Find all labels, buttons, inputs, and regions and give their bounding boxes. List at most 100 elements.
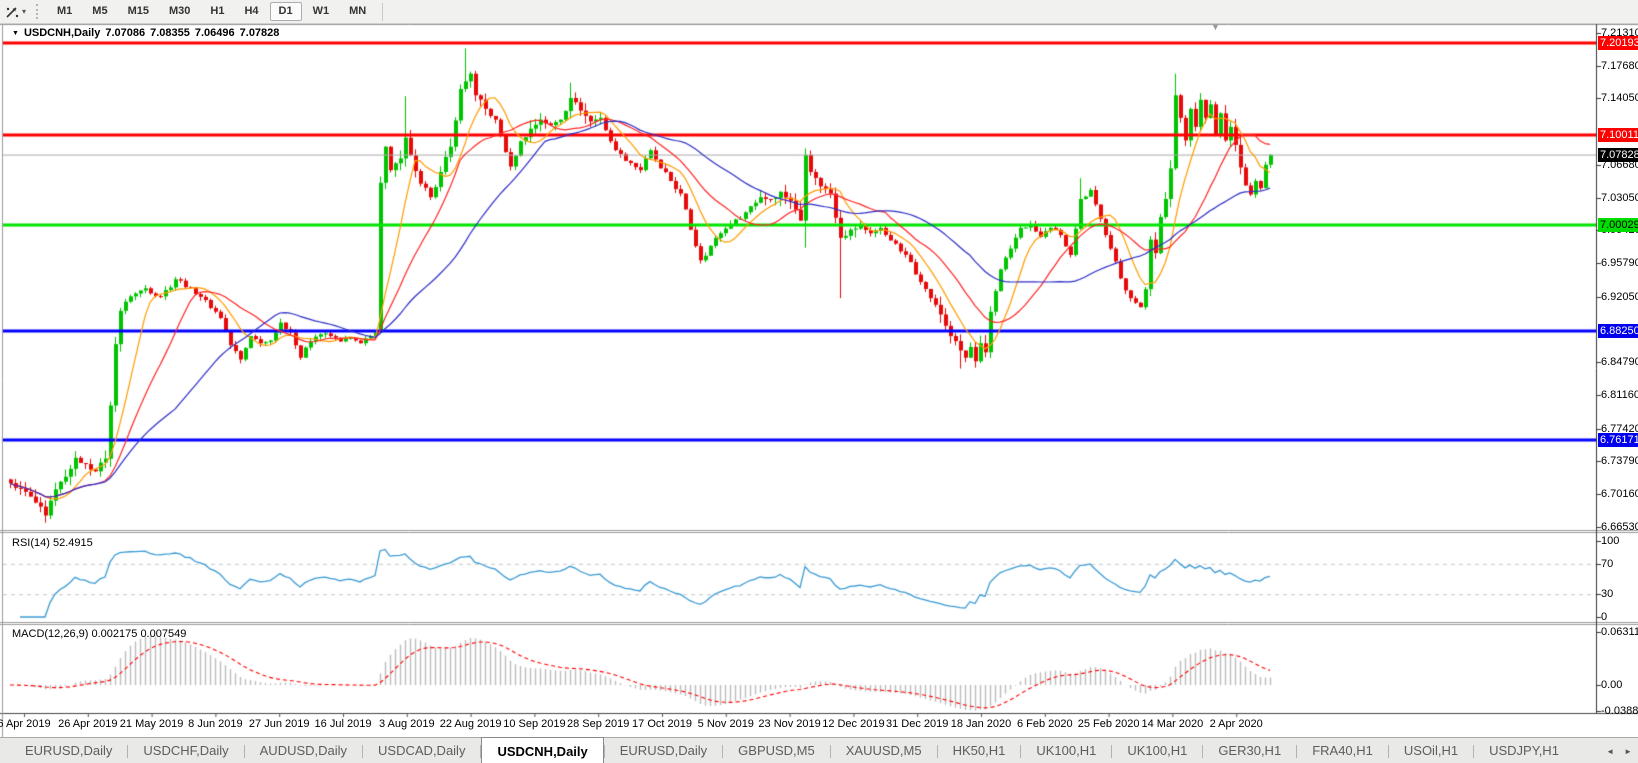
price-tick-label: 6.84790 <box>1601 356 1638 369</box>
tab-separator <box>1111 744 1113 758</box>
date-label: 22 Aug 2019 <box>439 718 502 730</box>
symbol-tab-usdcad-daily-3[interactable]: USDCAD,Daily <box>378 743 466 758</box>
tab-separator <box>936 744 938 758</box>
timeframe-button-m5[interactable]: M5 <box>92 5 108 17</box>
symbol-tab-uk100-h1-10[interactable]: UK100,H1 <box>1127 743 1188 758</box>
tab-separator <box>603 744 605 758</box>
tab-separator <box>829 744 831 758</box>
macd-tick-label: 0.00 <box>1601 679 1623 691</box>
chart-symbol: USDCNH,Daily <box>23 27 101 39</box>
date-label: 8 Jun 2019 <box>188 718 243 730</box>
tab-separator <box>1387 744 1389 758</box>
rsi-tick-label: 100 <box>1601 535 1620 547</box>
chart-cursor-icon[interactable] <box>3 4 21 20</box>
tab-separator <box>362 744 364 758</box>
tab-separator <box>1202 744 1204 758</box>
level-price-label: 7.00029 <box>1598 217 1638 232</box>
symbol-tab-eurusd-daily-0[interactable]: EURUSD,Daily <box>25 743 113 758</box>
timeframe-toolbar: ▾ M1 M5 M15 M30 H1 H4 D1 W1 MN <box>0 0 1638 24</box>
timeframe-button-w1[interactable]: W1 <box>312 5 330 17</box>
date-label: 5 Nov 2019 <box>697 718 754 730</box>
tabs-scroll-right-icon[interactable]: ► <box>1624 746 1632 756</box>
symbol-tab-bar: EURUSD,Daily USDCHF,Daily AUDUSD,Daily USDC… <box>0 737 1638 763</box>
chart-shift-marker-icon[interactable]: ▼ <box>1211 22 1220 32</box>
tab-separator <box>722 744 724 758</box>
tab-separator <box>1473 744 1475 758</box>
symbol-tab-audusd-daily-2[interactable]: AUDUSD,Daily <box>259 743 348 758</box>
symbol-tabs: EURUSD,Daily USDCHF,Daily AUDUSD,Daily USDC… <box>10 737 1574 763</box>
price-tick-label: 6.70160 <box>1601 488 1638 501</box>
timeframe-button-h4[interactable]: H4 <box>244 5 259 17</box>
symbol-tab-hk50-h1-8[interactable]: HK50,H1 <box>952 743 1006 758</box>
timeframe-button-m15[interactable]: M15 <box>127 5 149 17</box>
timeframe-button-mn[interactable]: MN <box>349 5 367 17</box>
date-label: 28 Sep 2019 <box>566 718 630 730</box>
tab-separator <box>243 744 245 758</box>
date-label: 25 Feb 2020 <box>1077 718 1140 730</box>
symbol-tab-xauusd-m5-7[interactable]: XAUUSD,M5 <box>845 743 922 758</box>
price-tick-label: 6.81160 <box>1601 389 1638 402</box>
rsi-value: 52.4915 <box>52 537 93 549</box>
price-tick-label: 6.95790 <box>1601 257 1638 270</box>
level-price-label: 7.20193 <box>1598 36 1638 51</box>
toolbar-grip[interactable] <box>36 4 41 19</box>
price-tick-label: 7.17680 <box>1601 59 1638 72</box>
tab-separator <box>480 744 482 758</box>
symbol-tab-fra40-h1-12[interactable]: FRA40,H1 <box>1312 743 1373 758</box>
date-label: 10 Sep 2019 <box>503 718 566 730</box>
cursor-dropdown-icon[interactable]: ▾ <box>22 7 27 16</box>
date-label: 26 Apr 2019 <box>58 718 118 730</box>
date-label: 14 Mar 2020 <box>1141 718 1204 730</box>
symbol-tab-gbpusd-m5-6[interactable]: GBPUSD,M5 <box>738 743 815 758</box>
date-label: 17 Oct 2019 <box>632 718 692 730</box>
symbol-tab-usdcnh-daily-4[interactable]: USDCNH,Daily <box>481 737 604 763</box>
date-label: 21 May 2019 <box>119 718 184 730</box>
ohlc-low: 7.06496 <box>194 27 235 39</box>
chart-title-marker-icon[interactable]: ▼ <box>12 29 19 37</box>
rsi-tick-label: 30 <box>1601 588 1614 601</box>
rsi-tick-label: 0 <box>1601 611 1608 623</box>
symbol-tab-eurusd-daily-5[interactable]: EURUSD,Daily <box>619 743 708 758</box>
price-tick-label: 7.03050 <box>1601 191 1638 204</box>
tab-separator <box>1020 744 1022 758</box>
timeframe-button-m30[interactable]: M30 <box>168 5 191 17</box>
chart-title: ▼ USDCNH,Daily 7.07086 7.08355 7.06496 7.078… <box>12 27 279 39</box>
price-tick-label: 7.06680 <box>1601 158 1638 171</box>
macd-signal-value: 0.007549 <box>140 628 187 640</box>
price-tick-label: 7.21310 <box>1601 27 1638 39</box>
timeframe-buttons: M1 M5 M15 M30 H1 H4 D1 W1 MN <box>47 2 376 21</box>
tab-separator <box>1296 744 1298 758</box>
symbol-tab-uk100-h1-9[interactable]: UK100,H1 <box>1036 743 1097 758</box>
ohlc-open: 7.07086 <box>105 27 146 39</box>
date-label: 3 Aug 2019 <box>378 718 435 730</box>
tab-separator <box>127 744 129 758</box>
tabs-scroll-left-icon[interactable]: ◄ <box>1606 746 1615 756</box>
ohlc-close: 7.07828 <box>239 27 280 39</box>
toolbar-separator <box>382 2 384 21</box>
symbol-tab-ger30-h1-11[interactable]: GER30,H1 <box>1218 743 1282 758</box>
date-label: 2 Apr 2020 <box>1209 718 1263 730</box>
date-label: 6 Apr 2019 <box>0 718 51 730</box>
date-label: 16 Jul 2019 <box>314 718 372 730</box>
price-tick-label: 7.14050 <box>1601 92 1638 105</box>
date-label: 23 Nov 2019 <box>758 718 821 730</box>
timeframe-button-d1[interactable]: D1 <box>269 2 302 21</box>
rsi-indicator-label: RSI(14) 52.4915 <box>12 537 93 549</box>
date-label: 6 Feb 2020 <box>1016 718 1073 730</box>
ohlc-high: 7.08355 <box>150 27 190 39</box>
price-chart-canvas[interactable] <box>0 0 1638 738</box>
symbol-tab-usdchf-daily-1[interactable]: USDCHF,Daily <box>143 743 229 758</box>
timeframe-button-m1[interactable]: M1 <box>57 5 73 17</box>
date-label: 31 Dec 2019 <box>885 718 949 730</box>
timeframe-button-h1[interactable]: H1 <box>210 5 225 17</box>
symbol-tab-usdjpy-h1-14[interactable]: USDJPY,H1 <box>1489 743 1559 758</box>
tab-scroll-arrows: ◄ ► <box>1606 738 1632 763</box>
price-tick-label: 6.92050 <box>1601 290 1638 303</box>
date-label: 18 Jan 2020 <box>950 718 1012 730</box>
level-price-label: 7.10011 <box>1598 127 1638 142</box>
macd-main-value: 0.002175 <box>91 628 138 640</box>
symbol-tab-usoil-h1-13[interactable]: USOil,H1 <box>1403 743 1459 758</box>
level-price-label: 6.88250 <box>1598 324 1638 339</box>
